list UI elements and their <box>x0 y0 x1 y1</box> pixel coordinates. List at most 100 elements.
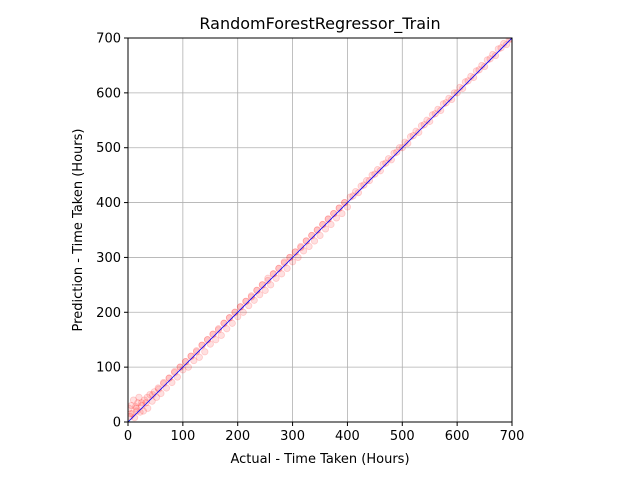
scatter-point <box>464 77 472 85</box>
scatter-point <box>387 156 395 164</box>
scatter-point <box>234 313 242 321</box>
scatter-point <box>283 264 291 272</box>
scatter-point <box>354 189 362 197</box>
scatter-point <box>132 403 140 411</box>
scatter-point <box>310 237 319 245</box>
scatter-point <box>212 336 220 344</box>
scatter-point <box>143 393 151 401</box>
scatter-point <box>128 410 135 418</box>
scatter-point <box>214 326 223 334</box>
scatter-point <box>505 38 512 43</box>
scatter-point <box>327 220 335 229</box>
scatter-point <box>223 325 231 333</box>
scatter-point <box>146 390 154 399</box>
scatter-points <box>128 38 512 422</box>
scatter-point <box>480 62 489 71</box>
scatter-point <box>152 393 161 401</box>
scatter-point <box>332 214 341 222</box>
x-tick-label: 300 <box>280 429 305 444</box>
scatter-point <box>264 274 272 282</box>
y-tick-label: 600 <box>96 86 121 101</box>
scatter-point <box>321 225 330 233</box>
scatter-point <box>431 110 439 118</box>
scatter-point <box>168 378 176 387</box>
scatter-point <box>155 385 163 393</box>
scatter-point <box>404 139 412 147</box>
x-tick-label: 400 <box>335 429 360 444</box>
scatter-point <box>297 243 305 252</box>
scatter-point <box>201 348 209 356</box>
scatter-point <box>409 132 417 140</box>
scatter-point <box>469 73 478 82</box>
scatter-point <box>173 373 181 381</box>
y-axis-label: Prediction - Time Taken (Hours) <box>71 129 86 332</box>
plot-frame <box>127 37 513 423</box>
x-tick-label: 700 <box>500 429 525 444</box>
scatter-point <box>135 393 143 401</box>
scatter-point <box>217 331 225 339</box>
y-tick-label: 200 <box>96 306 121 321</box>
scatter-point <box>138 399 146 407</box>
scatter-point <box>437 106 445 115</box>
y-tick-label: 100 <box>96 361 121 376</box>
y-tick-label: 0 <box>113 416 121 431</box>
scatter-point <box>277 270 286 278</box>
scatter-point <box>190 356 198 365</box>
scatter-point <box>294 253 302 262</box>
scatter-point <box>256 291 264 299</box>
reference-line <box>128 38 512 422</box>
scatter-point <box>160 378 168 387</box>
scatter-point <box>420 121 428 129</box>
scatter-point <box>247 293 256 301</box>
y-tick-label: 500 <box>96 141 121 156</box>
scatter-point <box>140 396 149 404</box>
scatter-point <box>136 408 144 416</box>
scatter-point <box>128 410 136 418</box>
scatter-point <box>144 404 152 412</box>
y-tick-label: 700 <box>96 32 121 47</box>
scatter-point <box>171 367 179 376</box>
scatter-point <box>267 281 275 289</box>
scatter-point <box>486 55 494 63</box>
x-tick-label: 100 <box>170 429 195 444</box>
scatter-point <box>280 258 288 266</box>
scatter-point <box>426 117 434 125</box>
x-axis-label: Actual - Time Taken (Hours) <box>230 452 409 467</box>
scatter-point <box>162 384 170 392</box>
scatter-point <box>139 407 147 415</box>
scatter-point <box>228 319 236 327</box>
scatter-point <box>497 44 505 52</box>
scatter-point <box>382 159 390 167</box>
scatter-point <box>184 363 192 371</box>
scatter-point <box>376 167 384 175</box>
scatter-point <box>343 203 352 211</box>
y-tick-label: 400 <box>96 196 121 211</box>
scatter-point <box>459 84 467 93</box>
scatter-point <box>250 296 258 304</box>
grid-lines <box>127 37 513 423</box>
scatter-point <box>338 209 346 218</box>
scatter-point <box>360 181 368 189</box>
scatter-point <box>133 407 141 415</box>
scatter-point <box>130 414 139 422</box>
scatter-point <box>415 128 423 136</box>
scatter-point <box>349 192 357 200</box>
scatter-point <box>371 170 379 178</box>
scatter-point <box>129 396 138 404</box>
x-tick-label: 500 <box>390 429 415 444</box>
scatter-point <box>272 274 280 282</box>
scatter-point <box>132 404 140 412</box>
scatter-point <box>157 389 165 398</box>
scatter-point <box>239 308 247 316</box>
scatter-point <box>134 399 142 407</box>
chart-title: RandomForestRegressor_Train <box>199 14 440 34</box>
x-tick-label: 200 <box>225 429 250 444</box>
scatter-point <box>316 231 324 240</box>
scatter-point <box>393 148 401 156</box>
scatter-point <box>192 348 201 356</box>
scatter-point <box>305 242 313 251</box>
identity-line <box>128 38 512 422</box>
scatter-point <box>154 384 162 392</box>
